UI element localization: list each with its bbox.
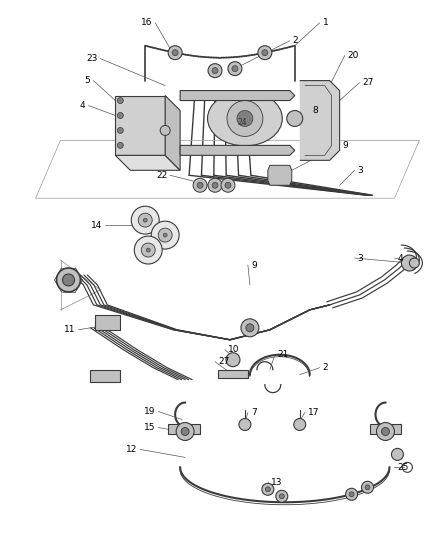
Circle shape [227, 101, 263, 136]
Circle shape [349, 492, 354, 497]
Circle shape [141, 243, 155, 257]
Circle shape [193, 178, 207, 192]
Text: 5: 5 [85, 76, 90, 85]
Text: 13: 13 [271, 478, 283, 487]
Text: 16: 16 [141, 18, 152, 27]
Circle shape [176, 423, 194, 440]
Text: 11: 11 [64, 325, 75, 334]
Circle shape [246, 324, 254, 332]
Circle shape [117, 98, 124, 103]
Text: 24: 24 [237, 118, 247, 127]
Text: 3: 3 [357, 166, 363, 175]
Text: 23: 23 [86, 54, 97, 63]
Text: 12: 12 [126, 445, 137, 454]
Polygon shape [95, 315, 120, 330]
Text: 14: 14 [91, 221, 102, 230]
Text: 4: 4 [397, 254, 403, 263]
Circle shape [237, 110, 253, 126]
Text: 7: 7 [251, 408, 257, 417]
Polygon shape [90, 370, 120, 382]
Polygon shape [300, 80, 339, 160]
Circle shape [226, 353, 240, 367]
Polygon shape [115, 155, 180, 171]
Circle shape [239, 418, 251, 431]
Circle shape [138, 213, 152, 227]
Text: 9: 9 [251, 261, 257, 270]
Circle shape [163, 233, 167, 237]
Circle shape [212, 68, 218, 74]
Circle shape [160, 125, 170, 135]
Text: 2: 2 [323, 363, 328, 372]
Text: 8: 8 [313, 106, 318, 115]
Circle shape [117, 142, 124, 148]
Circle shape [131, 206, 159, 234]
Text: 4: 4 [80, 101, 85, 110]
Circle shape [117, 127, 124, 133]
Circle shape [258, 46, 272, 60]
Circle shape [117, 112, 124, 118]
Polygon shape [180, 91, 295, 101]
Circle shape [294, 418, 306, 431]
Ellipse shape [208, 91, 283, 146]
Circle shape [241, 319, 259, 337]
Polygon shape [168, 424, 200, 434]
Polygon shape [268, 165, 292, 185]
Polygon shape [115, 95, 165, 155]
Text: 15: 15 [144, 423, 155, 432]
Circle shape [262, 50, 268, 55]
Circle shape [212, 182, 218, 188]
Circle shape [410, 258, 419, 268]
Circle shape [401, 255, 417, 271]
Text: 19: 19 [144, 407, 155, 416]
Polygon shape [165, 95, 180, 171]
Circle shape [146, 248, 150, 252]
Circle shape [168, 46, 182, 60]
Circle shape [63, 274, 74, 286]
Circle shape [377, 423, 395, 440]
Text: 9: 9 [343, 141, 348, 150]
Text: 2: 2 [293, 36, 298, 45]
Circle shape [287, 110, 303, 126]
Circle shape [57, 268, 81, 292]
Text: 22: 22 [156, 171, 167, 180]
Circle shape [276, 490, 288, 502]
Circle shape [221, 178, 235, 192]
Circle shape [143, 218, 147, 222]
Polygon shape [370, 424, 401, 434]
Text: 1: 1 [323, 18, 328, 27]
Circle shape [172, 50, 178, 55]
Text: 17: 17 [308, 408, 319, 417]
Circle shape [134, 236, 162, 264]
Text: 21: 21 [278, 350, 289, 359]
Circle shape [225, 182, 231, 188]
Polygon shape [180, 146, 295, 155]
Text: 20: 20 [348, 51, 359, 60]
Circle shape [381, 427, 389, 435]
Circle shape [158, 228, 172, 242]
Circle shape [262, 483, 274, 495]
Text: 10: 10 [228, 345, 240, 354]
Text: 27: 27 [218, 357, 230, 366]
Circle shape [346, 488, 357, 500]
Circle shape [151, 221, 179, 249]
Polygon shape [218, 370, 248, 378]
Circle shape [208, 178, 222, 192]
Circle shape [181, 427, 189, 435]
Text: 3: 3 [357, 254, 363, 263]
Circle shape [208, 63, 222, 78]
Circle shape [232, 66, 238, 71]
Text: 27: 27 [363, 78, 374, 87]
Circle shape [365, 485, 370, 490]
Circle shape [392, 448, 403, 461]
Text: 25: 25 [397, 463, 409, 472]
Circle shape [228, 62, 242, 76]
Circle shape [279, 494, 284, 499]
Circle shape [361, 481, 374, 493]
Circle shape [197, 182, 203, 188]
Circle shape [265, 487, 270, 492]
